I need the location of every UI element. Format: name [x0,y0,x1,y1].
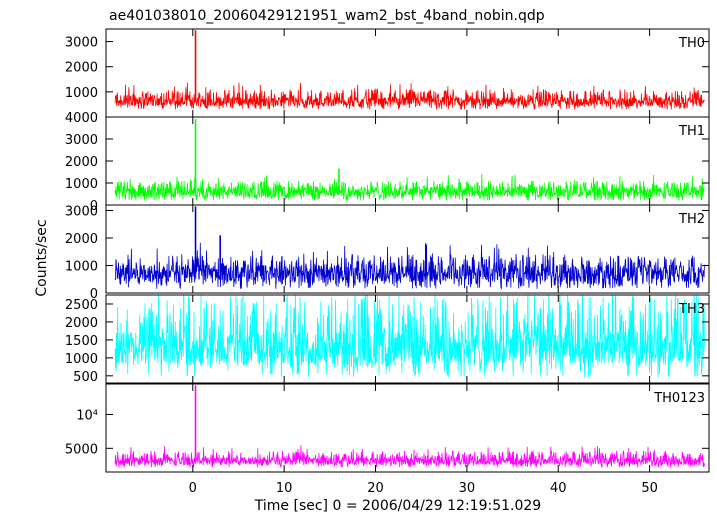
y-tick-label: 2000 [65,155,98,170]
y-tick-label: 3000 [65,133,98,148]
series-line-th2 [114,242,705,290]
panel-th1: 0 1000 2000 3000 4000 TH1 [65,111,710,214]
y-tick-label: 5000 [65,442,98,457]
x-axis: 0 10 20 30 40 50 [189,481,658,496]
panel-label-th2: TH2 [678,212,705,227]
series-line-th1 [114,173,705,202]
y-tick-label: 2000 [65,316,98,331]
y-tick-label: 0 [90,287,98,302]
panel-frame [105,294,710,384]
y-tick-label: 3000 [65,36,98,51]
panel-th3: 500 1000 1500 2000 2500 TH3 [65,294,710,385]
series-line-th0 [114,82,705,110]
y-tick-label: 2000 [65,232,98,247]
panel-label-th1: TH1 [678,124,705,139]
panel-frame [105,204,710,294]
panel-th0123: 5000 10⁴ TH0123 [65,383,710,473]
y-tick-label: 1000 [65,86,98,101]
y-tick-label: 10⁴ [76,408,98,423]
series-line-th0123 [114,445,705,469]
x-tick-label: 30 [459,481,476,496]
chart-title: ae401038010_20060429121951_wam2_bst_4ban… [109,8,545,24]
x-tick-label: 40 [550,481,567,496]
panel-th0: 1000 2000 3000 TH0 [65,28,710,118]
x-tick-label: 20 [367,481,384,496]
y-tick-label: 1000 [65,260,98,275]
y-tick-label: 3000 [65,205,98,220]
panel-frame [105,383,710,473]
x-tick-label: 50 [641,481,658,496]
y-tick-label: 1500 [65,334,98,349]
panel-label-th3: TH3 [678,302,705,317]
x-tick-label: 0 [189,481,197,496]
y-tick-label: 500 [73,370,98,385]
y-tick-label: 2500 [65,298,98,313]
series-line-th3 [114,295,705,378]
y-tick-label: 1000 [65,177,98,192]
y-tick-label: 0 [90,199,98,214]
x-axis-label: Time [sec] 0 = 2006/04/29 12:19:51.029 [254,498,541,514]
y-tick-label: 4000 [65,111,98,126]
panels-group: 1000 2000 3000 TH0 0 1000 2000 3000 4000 TH1 0 1000… [65,28,710,473]
panel-label-th0: TH0 [678,36,705,51]
y-tick-label: 1000 [65,352,98,367]
panel-label-th0123: TH0123 [653,391,705,406]
y-axis-label: Counts/sec [34,219,50,296]
x-tick-label: 10 [276,481,293,496]
panel-th2: 0 1000 2000 3000 TH2 [65,204,710,302]
y-tick-label: 2000 [65,61,98,76]
